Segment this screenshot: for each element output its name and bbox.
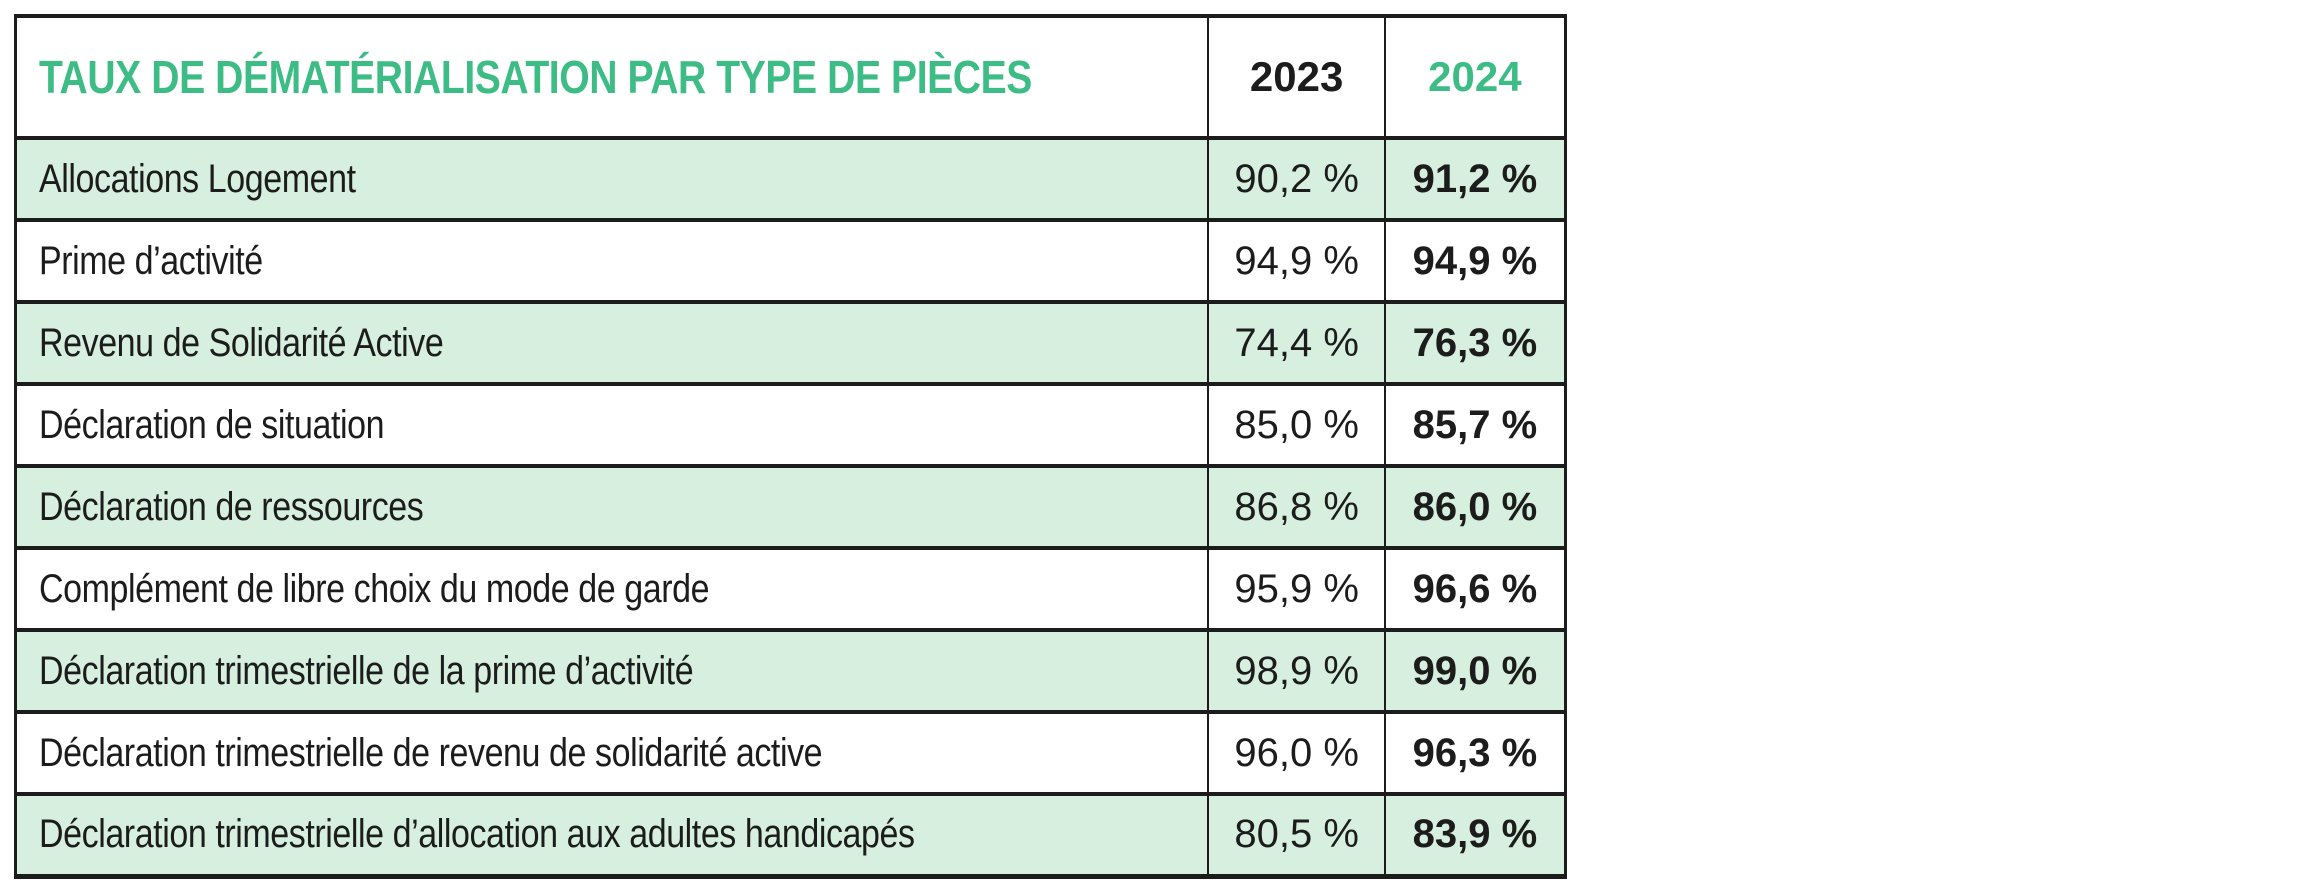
row-value-2023-text: 96,0 %	[1234, 730, 1359, 775]
column-header-2024: 2024	[1384, 14, 1567, 140]
row-label-cell: Déclaration trimestrielle d’allocation a…	[14, 792, 1210, 878]
row-value-2024-text: 83,9 %	[1412, 812, 1538, 857]
row-label: Déclaration trimestrielle de revenu de s…	[39, 730, 823, 775]
row-value-2023: 80,5 %	[1207, 792, 1387, 878]
row-value-2024-text: 85,7 %	[1412, 402, 1538, 447]
row-value-2023-text: 98,9 %	[1234, 648, 1359, 693]
row-label-cell: Déclaration de ressources	[14, 464, 1210, 550]
table-row: Complément de libre choix du mode de gar…	[14, 546, 1567, 632]
row-value-2023: 95,9 %	[1207, 546, 1387, 632]
row-label: Complément de libre choix du mode de gar…	[39, 566, 710, 611]
column-header-2023: 2023	[1207, 14, 1387, 140]
row-value-2023-text: 94,9 %	[1234, 238, 1359, 283]
row-value-2024: 76,3 %	[1384, 300, 1567, 386]
row-label-cell: Déclaration de situation	[14, 382, 1210, 468]
row-value-2023: 98,9 %	[1207, 628, 1387, 714]
row-label: Allocations Logement	[39, 156, 356, 201]
row-value-2023: 86,8 %	[1207, 464, 1387, 550]
row-label: Déclaration de situation	[39, 402, 385, 447]
row-value-2023: 90,2 %	[1207, 136, 1387, 222]
row-value-2024-text: 94,9 %	[1412, 238, 1538, 283]
row-value-2023: 85,0 %	[1207, 382, 1387, 468]
row-value-2023-text: 85,0 %	[1234, 402, 1359, 447]
row-value-2024: 83,9 %	[1384, 792, 1567, 878]
column-header-2023-label: 2023	[1249, 53, 1344, 100]
table-title: TAUX DE DÉMATÉRIALISATION PAR TYPE DE PI…	[39, 51, 1032, 103]
row-label-cell: Revenu de Solidarité Active	[14, 300, 1210, 386]
row-value-2024: 96,6 %	[1384, 546, 1567, 632]
row-value-2023-text: 90,2 %	[1234, 156, 1359, 201]
row-value-2024-text: 91,2 %	[1412, 156, 1538, 201]
row-value-2024-text: 86,0 %	[1412, 484, 1538, 529]
table-row: Déclaration trimestrielle d’allocation a…	[14, 792, 1567, 878]
row-value-2023-text: 86,8 %	[1234, 484, 1359, 529]
table-row: Déclaration trimestrielle de revenu de s…	[14, 710, 1567, 796]
row-value-2024: 85,7 %	[1384, 382, 1567, 468]
row-value-2023-text: 80,5 %	[1234, 812, 1359, 857]
table-row: Allocations Logement 90,2 % 91,2 %	[14, 136, 1567, 222]
table-title-cell: TAUX DE DÉMATÉRIALISATION PAR TYPE DE PI…	[14, 14, 1210, 140]
row-label: Prime d’activité	[39, 238, 263, 283]
row-value-2023: 94,9 %	[1207, 218, 1387, 304]
row-label: Revenu de Solidarité Active	[39, 320, 444, 365]
row-value-2023-text: 95,9 %	[1234, 566, 1359, 611]
table-row: Prime d’activité 94,9 % 94,9 %	[14, 218, 1567, 304]
row-value-2023: 74,4 %	[1207, 300, 1387, 386]
table-row: Déclaration de ressources 86,8 % 86,0 %	[14, 464, 1567, 550]
row-label: Déclaration trimestrielle de la prime d’…	[39, 648, 694, 693]
row-label-cell: Déclaration trimestrielle de la prime d’…	[14, 628, 1210, 714]
row-value-2024-text: 96,3 %	[1412, 730, 1538, 775]
table-row: Déclaration trimestrielle de la prime d’…	[14, 628, 1567, 714]
header-row: TAUX DE DÉMATÉRIALISATION PAR TYPE DE PI…	[14, 14, 1567, 140]
table-row: Revenu de Solidarité Active 74,4 % 76,3 …	[14, 300, 1567, 386]
table-body: Allocations Logement 90,2 % 91,2 % Prime…	[14, 136, 1567, 878]
row-label-cell: Prime d’activité	[14, 218, 1210, 304]
row-value-2024: 86,0 %	[1384, 464, 1567, 550]
row-value-2024: 94,9 %	[1384, 218, 1567, 304]
dematerialisation-table: TAUX DE DÉMATÉRIALISATION PAR TYPE DE PI…	[14, 14, 1567, 879]
column-header-2024-label: 2024	[1428, 53, 1522, 100]
row-value-2024: 91,2 %	[1384, 136, 1567, 222]
row-label-cell: Déclaration trimestrielle de revenu de s…	[14, 710, 1210, 796]
row-label-cell: Complément de libre choix du mode de gar…	[14, 546, 1210, 632]
row-value-2024: 96,3 %	[1384, 710, 1567, 796]
row-value-2024-text: 76,3 %	[1412, 320, 1538, 365]
row-value-2023: 96,0 %	[1207, 710, 1387, 796]
row-value-2023-text: 74,4 %	[1234, 320, 1359, 365]
row-label: Déclaration de ressources	[39, 484, 424, 529]
row-value-2024-text: 99,0 %	[1412, 648, 1538, 693]
table-row: Déclaration de situation 85,0 % 85,7 %	[14, 382, 1567, 468]
row-value-2024-text: 96,6 %	[1412, 566, 1538, 611]
row-label-cell: Allocations Logement	[14, 136, 1210, 222]
row-value-2024: 99,0 %	[1384, 628, 1567, 714]
row-label: Déclaration trimestrielle d’allocation a…	[39, 812, 915, 857]
